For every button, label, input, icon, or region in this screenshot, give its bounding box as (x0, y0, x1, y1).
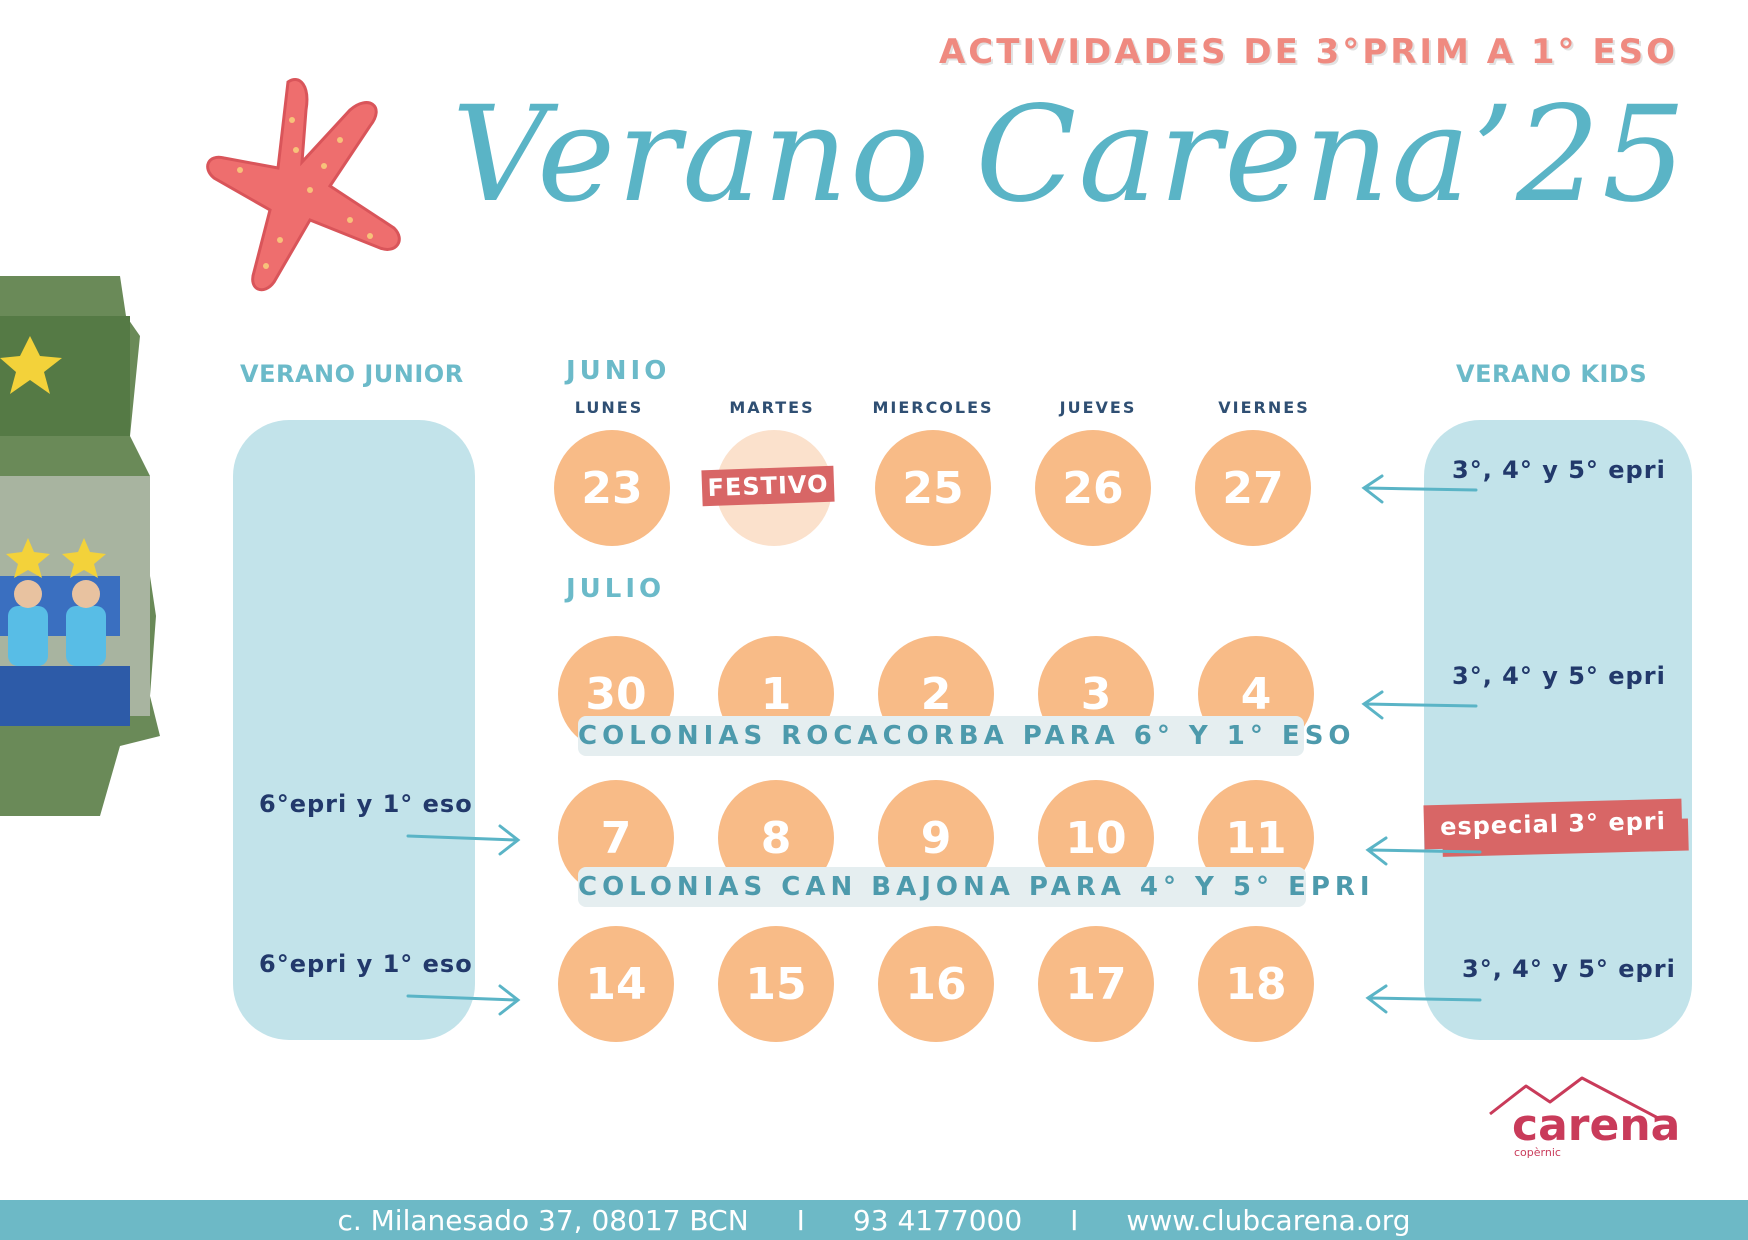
footer-separator: I (796, 1203, 805, 1237)
day-circle: 26 (1035, 430, 1151, 546)
canbajona-banner: COLONIAS CAN BAJONA PARA 4° Y 5° EPRI (578, 867, 1370, 907)
day-circle: 15 (718, 926, 834, 1042)
kids-note-week1: 3°, 4° y 5° epri (1452, 456, 1666, 484)
dayname-viernes: VIERNES (1218, 398, 1310, 417)
footer-website[interactable]: www.clubcarena.org (1126, 1203, 1411, 1237)
kids-photo (0, 276, 160, 816)
arrow-right-icon (406, 824, 521, 856)
day-circle: 16 (878, 926, 994, 1042)
dayname-miercoles: MIERCOLES (872, 398, 994, 417)
logo-subtext: copèrnic (1514, 1146, 1561, 1159)
kids-note-week4: 3°, 4° y 5° epri (1462, 955, 1676, 983)
house-roof-icon (1489, 1076, 1659, 1120)
arrow-left-icon (1361, 690, 1478, 720)
month-july: JULIO (566, 574, 666, 604)
junior-note-week4: 6°epri y 1° eso (259, 950, 473, 978)
logo-wordmark: carena (1512, 1100, 1681, 1151)
month-june: JUNIO (566, 356, 671, 386)
day-circle: 18 (1198, 926, 1314, 1042)
page-title: Verano Carena’25 (451, 78, 1688, 232)
rocacorba-banner: COLONIAS ROCACORBA PARA 6° Y 1° ESO (578, 716, 1351, 756)
verano-junior-title: VERANO JUNIOR (240, 360, 464, 388)
arrow-right-icon (406, 984, 521, 1016)
festivo-label: FESTIVO (701, 465, 835, 507)
arrow-left-icon (1365, 984, 1482, 1014)
arrow-left-icon (1361, 474, 1478, 504)
verano-kids-title: VERANO KIDS (1456, 360, 1648, 388)
dayname-jueves: JUEVES (1059, 398, 1137, 417)
arrow-left-icon (1365, 836, 1482, 866)
day-circle: 25 (875, 430, 991, 546)
footer-bar: c. Milanesado 37, 08017 BCN I 93 4177000… (0, 1200, 1748, 1240)
footer-phone: 93 4177000 (852, 1203, 1023, 1237)
footer-separator: I (1070, 1203, 1079, 1237)
kids-note-week2: 3°, 4° y 5° epri (1452, 662, 1666, 690)
junior-panel (233, 420, 475, 1040)
footer-address: c. Milanesado 37, 08017 BCN (337, 1203, 749, 1237)
subtitle: ACTIVIDADES DE 3°PRIM A 1° ESO (938, 32, 1678, 72)
dayname-lunes: LUNES (574, 398, 644, 417)
day-circle: 17 (1038, 926, 1154, 1042)
day-circle: 23 (554, 430, 670, 546)
day-circle: 14 (558, 926, 674, 1042)
day-circle: 27 (1195, 430, 1311, 546)
starfish-icon (206, 78, 401, 292)
dayname-martes: MARTES (729, 398, 815, 417)
junior-note-week3: 6°epri y 1° eso (259, 790, 473, 818)
kids-panel (1424, 420, 1692, 1040)
